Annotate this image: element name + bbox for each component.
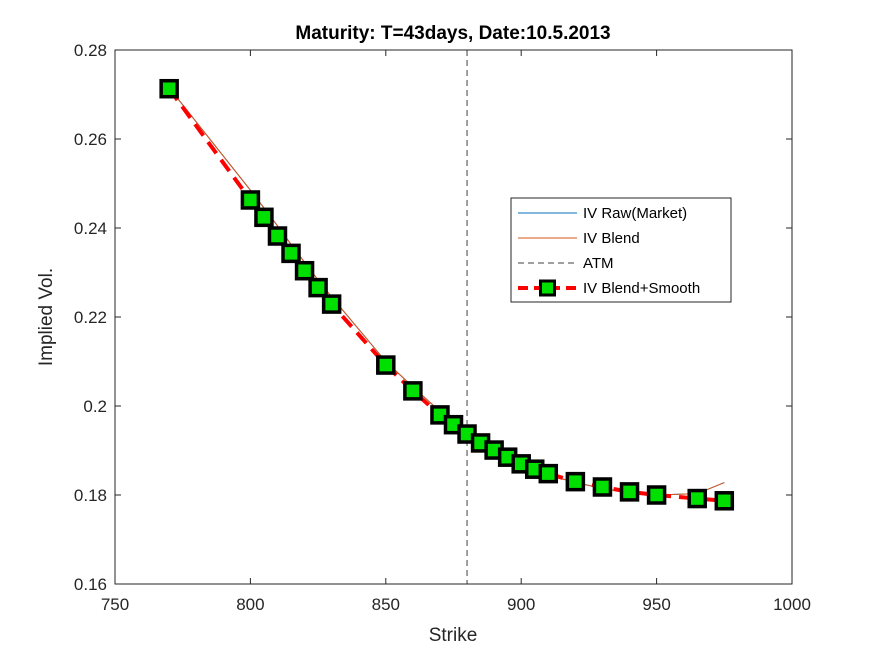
y-axis-label: Implied Vol. xyxy=(36,268,57,366)
smooth-point xyxy=(646,485,667,505)
smooth-point xyxy=(376,355,396,375)
smooth-point xyxy=(281,243,301,264)
legend-label-smooth: IV Blend+Smooth xyxy=(583,280,700,297)
smooth-point xyxy=(619,482,640,502)
x-tick-label: 850 xyxy=(372,595,400,614)
series-layer xyxy=(159,50,735,584)
smooth-point xyxy=(714,491,735,511)
x-tick-label: 900 xyxy=(507,595,535,614)
ticks-layer: 750 800 850 900 950 1000 0.16 0.18 0.2 0.22 0.24 0.… xyxy=(74,41,811,614)
x-tick-label: 950 xyxy=(642,595,670,614)
legend-label-raw: IV Raw(Market) xyxy=(583,205,687,222)
smooth-point xyxy=(538,463,559,484)
y-tick-label: 0.22 xyxy=(74,308,107,327)
x-tick-label: 1000 xyxy=(773,595,811,614)
legend: IV Raw(Market) IV Blend ATM IV Blend+Smooth xyxy=(510,197,732,303)
smooth-point xyxy=(565,471,586,492)
plot-area xyxy=(115,50,792,584)
smooth-point xyxy=(308,277,328,298)
y-tick-label: 0.24 xyxy=(74,219,107,238)
x-axis-label: Strike xyxy=(429,625,478,646)
smooth-point xyxy=(687,488,707,509)
smooth-point xyxy=(159,78,179,99)
chart-title: Maturity: T=43days, Date:10.5.2013 xyxy=(295,23,610,44)
y-tick-label: 0.28 xyxy=(74,41,107,60)
smooth-point xyxy=(321,294,342,314)
smooth-point xyxy=(403,381,423,401)
smooth-point xyxy=(294,260,315,281)
y-tick-label: 0.18 xyxy=(74,486,107,505)
smooth-point xyxy=(267,226,288,246)
y-tick-label: 0.2 xyxy=(83,397,107,416)
y-tick-label: 0.26 xyxy=(74,130,107,149)
smooth-point xyxy=(254,207,274,228)
legend-label-atm: ATM xyxy=(583,255,614,272)
legend-label-blend: IV Blend xyxy=(583,230,640,247)
legend-items: IV Raw(Market) IV Blend ATM IV Blend+Smooth xyxy=(518,205,700,297)
smooth-point xyxy=(592,477,613,497)
y-tick-label: 0.16 xyxy=(74,575,107,594)
x-tick-label: 800 xyxy=(236,595,264,614)
x-tick-label: 750 xyxy=(101,595,129,614)
legend-marker-smooth xyxy=(539,279,556,297)
smooth-point xyxy=(240,190,261,210)
